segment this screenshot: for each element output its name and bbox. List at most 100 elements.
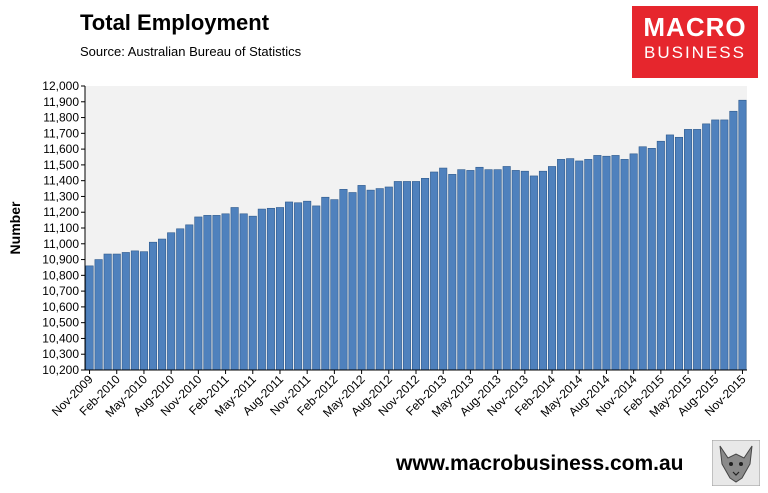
y-axis-title: Number [7,201,23,254]
bar [411,181,421,371]
website-url: www.macrobusiness.com.au [396,452,684,475]
y-tick-label: 11,600 [43,142,79,156]
bar [248,215,257,371]
bar [85,265,94,371]
y-tick-label: 10,500 [42,316,79,330]
bar [484,169,493,371]
bar [693,129,702,371]
bar [448,174,457,371]
bar [203,215,212,371]
bar [94,259,103,371]
bar [303,200,312,371]
y-tick-label: 11,500 [43,158,79,172]
bar [711,119,720,371]
bar [538,170,547,371]
bar [720,119,729,371]
chart-title: Total Employment [80,10,270,35]
bar [656,140,665,371]
y-tick-label: 10,900 [42,253,79,267]
y-tick-label: 10,300 [42,347,79,361]
bar [738,99,747,371]
bar [112,253,121,371]
bar [520,170,529,371]
bar [139,251,148,371]
bar [493,169,502,371]
bar [511,170,520,371]
bar [339,189,348,371]
bar [674,136,684,371]
bar [130,250,139,371]
bar [548,166,557,371]
bar [393,181,402,371]
bar [230,207,239,371]
bar [611,155,620,371]
bar [185,224,194,371]
y-tick-label: 11,400 [43,174,79,188]
bar [593,155,602,371]
bar [103,253,112,371]
bar [348,192,357,371]
bar [638,146,647,371]
bar [575,160,584,371]
bar [384,186,393,371]
y-tick-label: 12,000 [42,79,79,93]
logo-line-macro: MACRO [643,12,747,42]
bar [475,166,484,371]
logo-line-business: BUSINESS [644,43,746,62]
y-tick-label: 11,200 [43,205,79,219]
macrobusiness-logo: MACRO BUSINESS [632,6,758,78]
bar [285,201,294,371]
bar [212,215,221,371]
bar [194,216,203,371]
bar [584,159,593,371]
bar [148,241,158,371]
bar [357,185,366,371]
y-tick-label: 11,700 [43,126,79,140]
bar [312,205,321,371]
bar [684,129,693,371]
bar [121,252,130,371]
bar [439,167,448,371]
bar [176,228,185,371]
bar [294,202,303,371]
bar [729,110,738,371]
bar [466,170,475,371]
y-tick-label: 10,600 [42,300,79,314]
bar [421,178,430,371]
bar [402,181,411,371]
bar [647,148,656,371]
bar [366,189,375,371]
y-tick-label: 10,400 [42,331,79,345]
bar [321,196,330,371]
bar [158,238,167,371]
bar [502,166,511,371]
bar [330,199,339,371]
bar [375,188,384,371]
y-tick-label: 10,200 [42,363,79,377]
bar [167,232,176,371]
y-tick-label: 11,100 [43,221,79,235]
y-tick-label: 11,300 [43,189,79,203]
y-tick-label: 10,800 [42,268,79,282]
bar [266,207,275,371]
bar [529,175,538,371]
bar [620,159,629,371]
bar [275,207,284,371]
bar [239,213,248,371]
y-tick-label: 11,800 [43,111,79,125]
bar [457,169,466,371]
chart-subtitle: Source: Australian Bureau of Statistics [80,44,302,59]
bar [629,153,638,371]
wolf-logo-icon [712,440,760,486]
bar [430,171,439,371]
bar [602,155,611,371]
bar [566,158,575,371]
bar [221,213,230,371]
bar [257,208,266,371]
y-tick-label: 11,000 [43,237,79,251]
y-tick-label: 10,700 [42,284,79,298]
bar [557,159,566,371]
bar [702,123,711,371]
bar [665,134,674,371]
